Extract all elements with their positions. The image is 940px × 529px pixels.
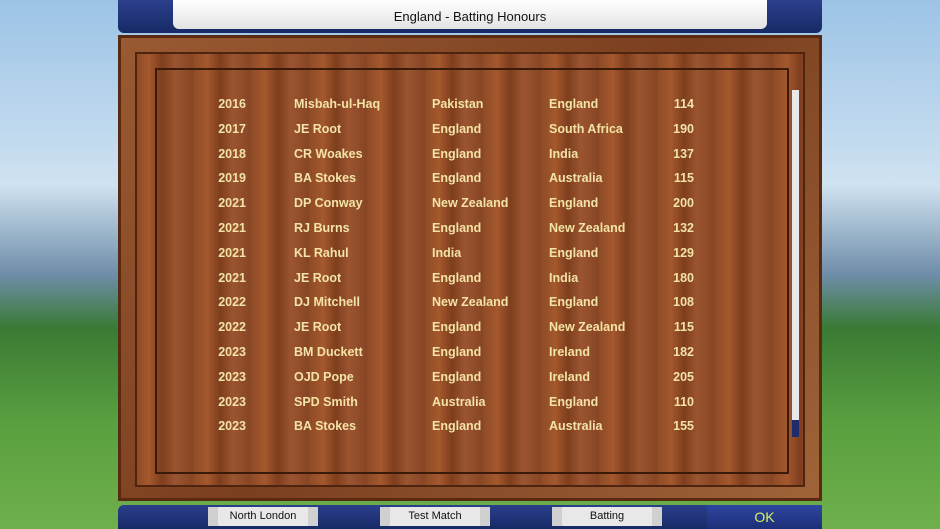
- player-cell: OJD Pope: [294, 369, 354, 384]
- player-cell: DJ Mitchell: [294, 295, 360, 310]
- opponent-cell: Ireland: [549, 345, 590, 359]
- runs-cell: 182: [673, 345, 694, 359]
- runs-cell: 190: [673, 121, 694, 136]
- opponent-cell: England: [549, 245, 599, 260]
- year-cell: 2018: [218, 146, 246, 161]
- team-cell: England: [432, 121, 482, 136]
- opponent-cell: England: [549, 196, 599, 211]
- runs-cell: 115: [673, 320, 694, 335]
- runs-cell: 200: [673, 196, 694, 211]
- opponent-cell: New Zealand: [549, 221, 626, 235]
- year-cell: 2023: [218, 394, 246, 409]
- opponent-cell: Ireland: [549, 369, 590, 384]
- year-cell: 2023: [218, 419, 246, 434]
- player-cell: KL Rahul: [294, 245, 349, 260]
- player-cell: JE Root: [294, 270, 342, 285]
- opponent-cell: Australia: [549, 419, 603, 434]
- year-cell: 2017: [218, 121, 246, 136]
- year-cell: 2021: [218, 196, 246, 211]
- team-cell: England: [432, 221, 482, 235]
- opponent-cell: New Zealand: [549, 320, 626, 335]
- dropdown[interactable]: Batting: [552, 507, 662, 526]
- runs-cell: 108: [673, 295, 694, 310]
- runs-cell: 205: [673, 369, 694, 384]
- year-cell: 2023: [218, 345, 246, 359]
- team-cell: England: [432, 146, 482, 161]
- ok-button[interactable]: OK: [707, 505, 822, 529]
- team-cell: New Zealand: [432, 295, 509, 310]
- year-cell: 2016: [218, 97, 246, 111]
- opponent-cell: India: [549, 146, 579, 161]
- inner-border: [155, 68, 789, 474]
- opponent-cell: Australia: [549, 171, 603, 186]
- team-cell: England: [432, 320, 482, 335]
- runs-cell: 129: [673, 245, 694, 260]
- player-cell: JE Root: [294, 320, 342, 335]
- player-cell: JE Root: [294, 121, 342, 136]
- year-cell: 2021: [218, 221, 246, 235]
- opponent-cell: England: [549, 97, 599, 111]
- player-cell: CR Woakes: [294, 146, 363, 161]
- player-cell: BM Duckett: [294, 345, 363, 359]
- opponent-cell: South Africa: [549, 121, 623, 136]
- opponent-cell: India: [549, 270, 579, 285]
- team-cell: England: [432, 171, 482, 186]
- year-cell: 2023: [218, 369, 246, 384]
- title: England - Batting Honours: [173, 0, 767, 29]
- wood-panel: [135, 52, 805, 487]
- player-cell: SPD Smith: [294, 394, 358, 409]
- team-cell: Pakistan: [432, 97, 484, 111]
- team-cell: England: [432, 270, 482, 285]
- year-cell: 2021: [218, 270, 246, 285]
- dropdown-label: Test Match: [408, 510, 462, 522]
- runs-cell: 115: [673, 171, 694, 186]
- year-cell: 2021: [218, 245, 246, 260]
- scrollbar[interactable]: [792, 90, 799, 437]
- player-cell: BA Stokes: [294, 171, 357, 186]
- runs-cell: 137: [673, 146, 694, 161]
- dropdown[interactable]: North London: [208, 507, 318, 526]
- runs-cell: 180: [673, 270, 694, 285]
- runs-cell: 114: [673, 97, 694, 111]
- opponent-cell: England: [549, 394, 599, 409]
- team-cell: England: [432, 369, 482, 384]
- team-cell: Australia: [432, 394, 486, 409]
- player-cell: DP Conway: [294, 196, 363, 211]
- player-cell: RJ Burns: [294, 221, 350, 235]
- runs-cell: 110: [673, 394, 694, 409]
- runs-cell: 132: [673, 221, 694, 235]
- opponent-cell: England: [549, 295, 599, 310]
- team-cell: India: [432, 245, 462, 260]
- runs-cell: 155: [673, 419, 694, 434]
- dropdown-label: Batting: [589, 510, 625, 522]
- player-cell: BA Stokes: [294, 419, 357, 434]
- year-cell: 2019: [218, 171, 246, 186]
- team-cell: New Zealand: [432, 196, 509, 211]
- team-cell: England: [432, 419, 482, 434]
- year-cell: 2022: [218, 295, 246, 310]
- year-cell: 2022: [218, 320, 246, 335]
- player-cell: Misbah-ul-Haq: [294, 97, 381, 111]
- dropdown[interactable]: Test Match: [380, 507, 490, 526]
- dropdown-label: North London: [229, 510, 297, 522]
- team-cell: England: [432, 345, 482, 359]
- scroll-thumb[interactable]: [792, 420, 799, 437]
